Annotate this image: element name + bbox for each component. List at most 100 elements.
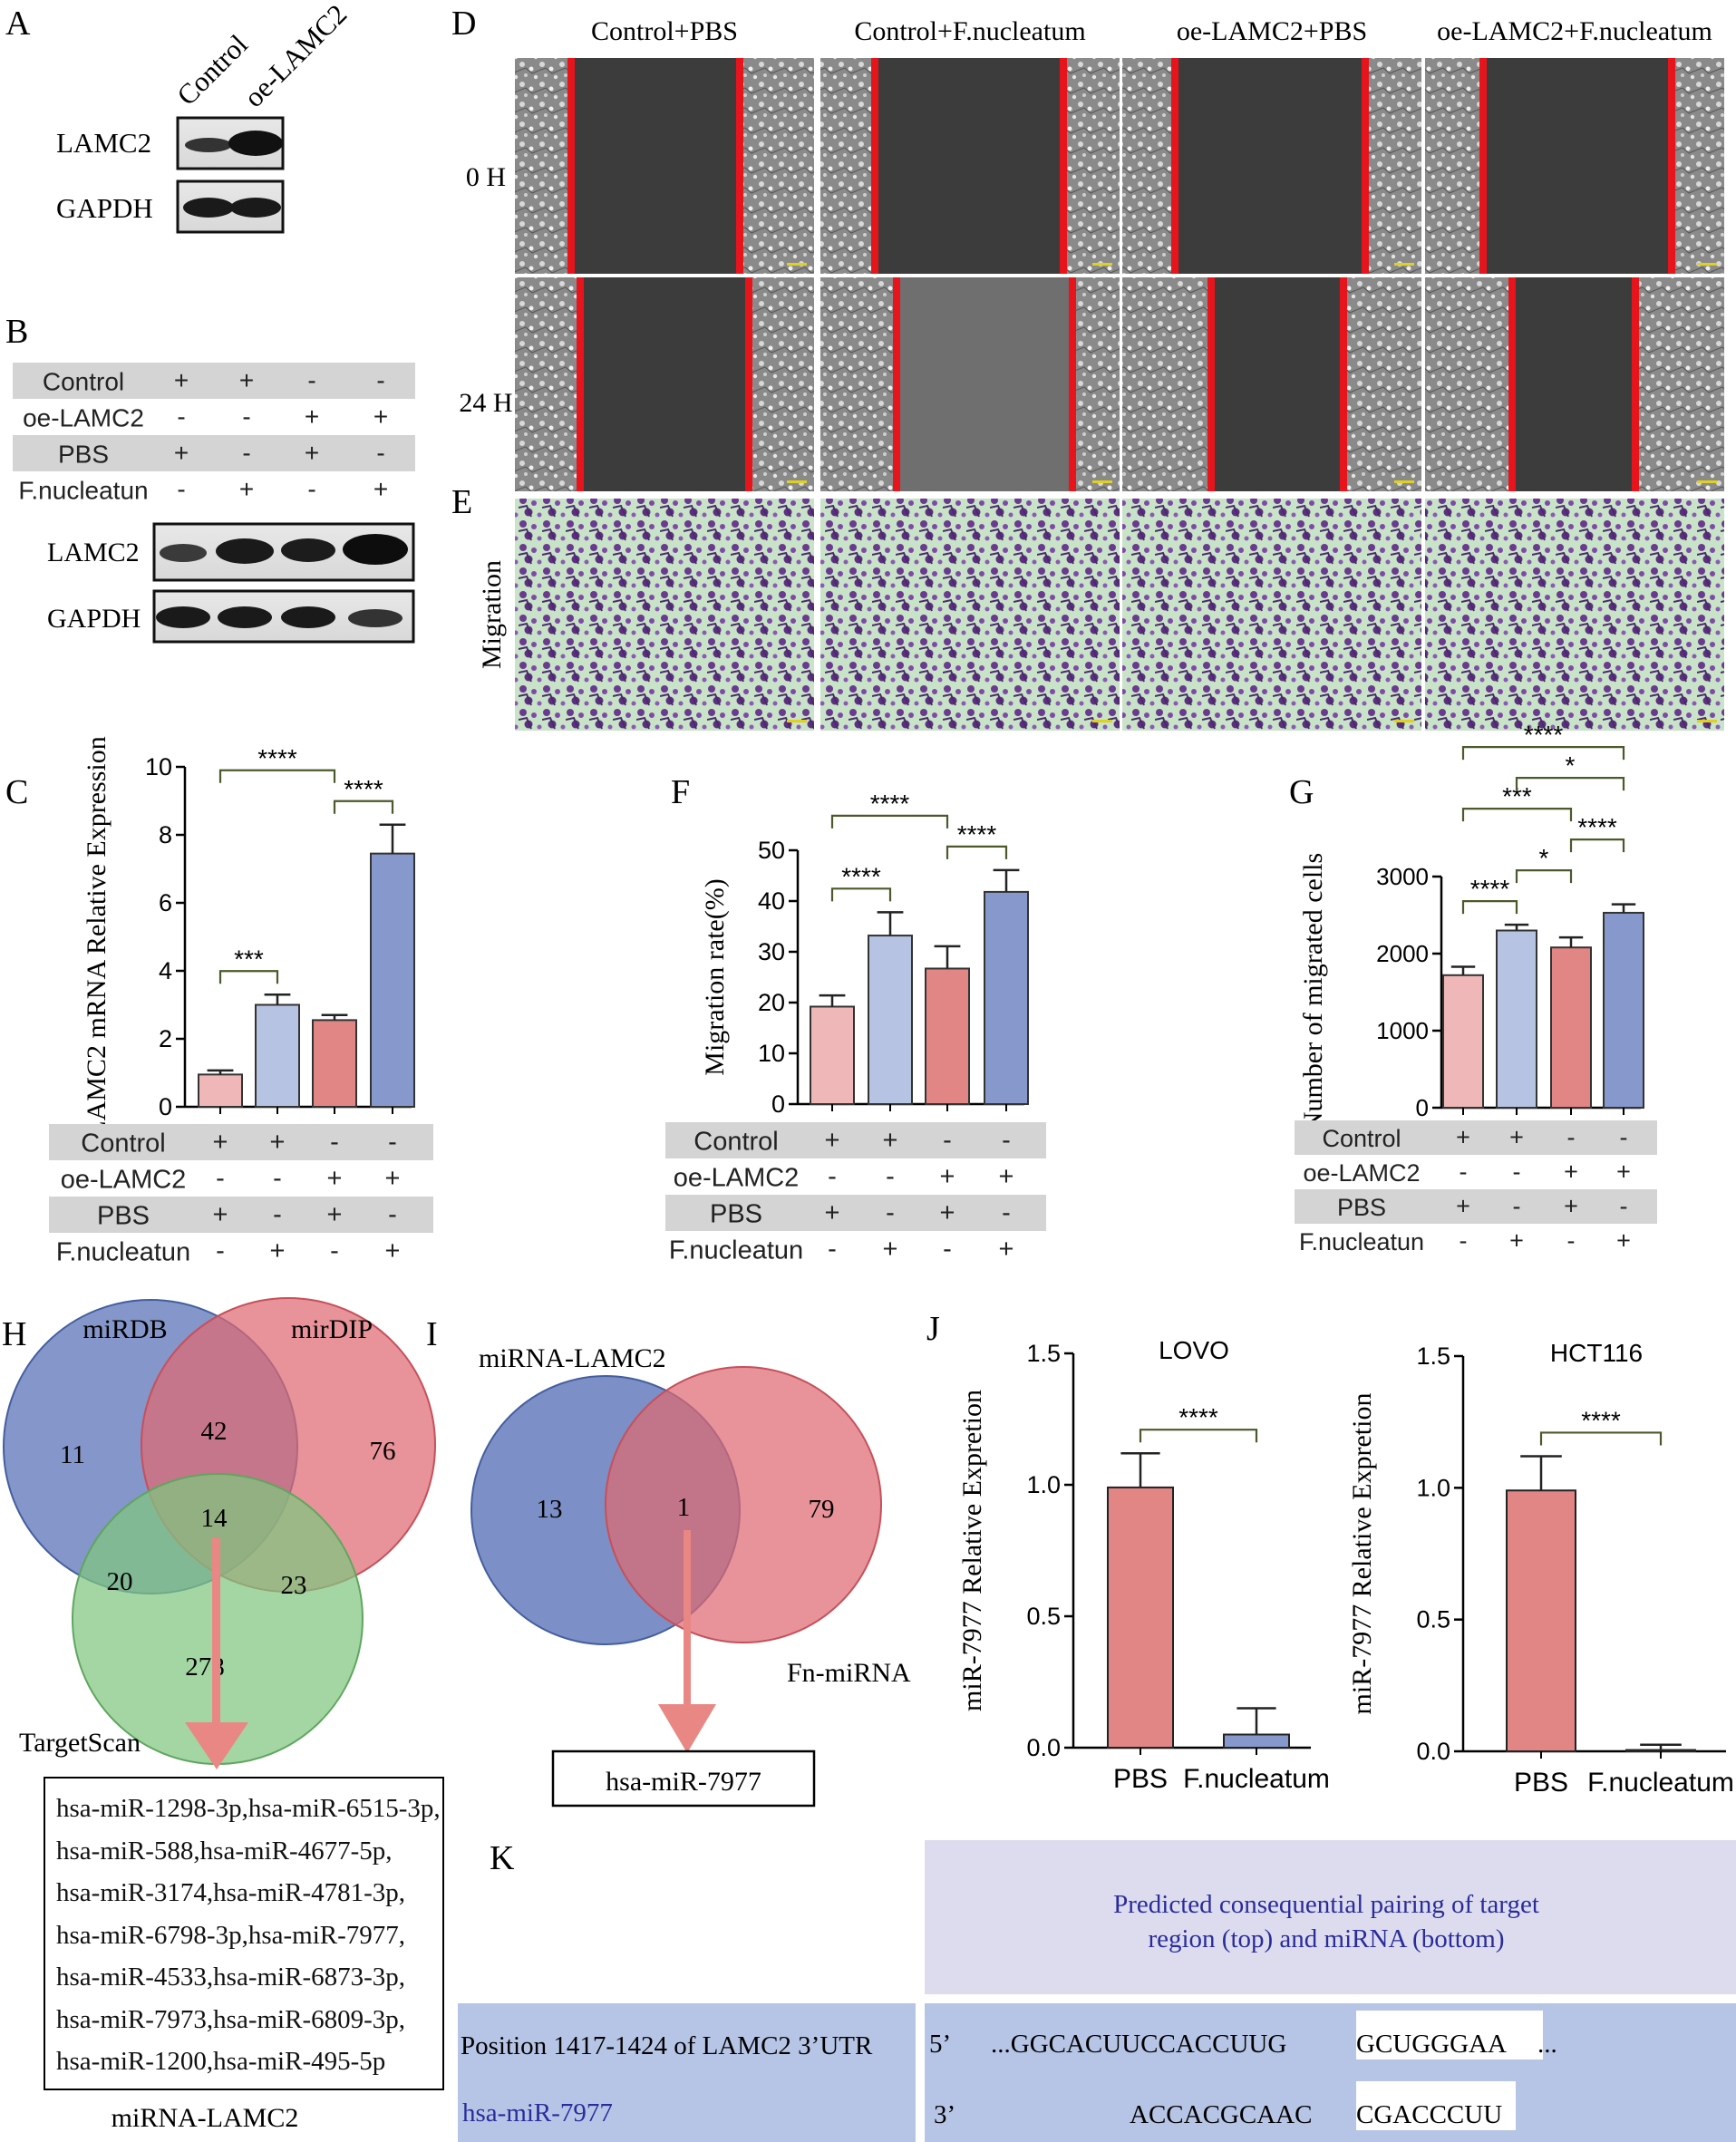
venn-h-label-targetscan: TargetScan (19, 1728, 141, 1758)
table-c-sign: + (385, 1236, 401, 1265)
panel-letter-d: D (451, 5, 476, 43)
k-row1-label: Position 1417-1424 of LAMC2 3’UTR (461, 2031, 873, 2060)
mirna-list-line: hsa-miR-3174,hsa-miR-4781-3p, (56, 1878, 406, 1907)
y-tick-label: 10 (145, 753, 172, 780)
significance-bracket (830, 814, 949, 829)
y-tick-label: 0 (771, 1090, 785, 1118)
panel-letter-f: F (671, 773, 690, 811)
significance-label: **** (957, 820, 997, 848)
k-row1-seq-c: ... (1537, 2030, 1557, 2059)
bar (370, 852, 415, 1108)
wound-edge-line (577, 277, 584, 491)
y-tick-label: 4 (159, 957, 172, 984)
table-c-sign: - (273, 1164, 282, 1193)
k-row1-seq-a: ...GGCACUUCCACCUUG (991, 2030, 1286, 2059)
table-b-sign: - (307, 366, 315, 394)
y-tick-label: 1.5 (1026, 1340, 1061, 1367)
result-box (551, 1749, 816, 1808)
mirna-list-line: hsa-miR-4533,hsa-miR-6873-3p, (56, 1963, 406, 1992)
arrow-i-shaft (684, 1530, 691, 1708)
band-a-lamc2-oe (228, 131, 283, 156)
table-b-sign: + (239, 366, 254, 394)
y-axis-label: miR-7977 Relative Expretion (957, 1390, 987, 1711)
venn-h-count-ac: 20 (107, 1567, 133, 1596)
category-label: F.nucleatum (1183, 1764, 1330, 1794)
bar (810, 1005, 855, 1105)
table-c-sign: + (327, 1200, 343, 1229)
blot-label-b-lamc2: LAMC2 (47, 538, 140, 567)
table-f-sign: - (886, 1162, 895, 1191)
significance-bracket (1569, 838, 1625, 853)
table-g-label-0: Control (1322, 1125, 1401, 1152)
panel-letter-j: J (926, 1310, 940, 1348)
y-tick-label: 0.5 (1416, 1606, 1450, 1633)
table-b-sign: + (174, 366, 189, 394)
table-c-shade (49, 1124, 433, 1160)
arrow-i-head (658, 1704, 716, 1753)
mirna-list-line: hsa-miR-588,hsa-miR-4677-5p, (56, 1836, 393, 1866)
k-row1-seq-b: GCUGGGAA (1356, 2030, 1507, 2059)
scale-bar (1092, 480, 1112, 483)
table-b-label-2: PBS (58, 440, 109, 468)
band-b-lamc2-1 (160, 544, 207, 562)
category-label: F.nucleatum (1587, 1768, 1734, 1798)
significance-bracket (946, 845, 1008, 859)
significance-bracket (1461, 746, 1625, 761)
table-c-sign: + (327, 1164, 343, 1193)
table-g-shade (1295, 1120, 1657, 1155)
y-tick-label: 3000 (1376, 863, 1429, 890)
band-a-gapdh-oe (230, 198, 281, 218)
band-b-gapdh-2 (218, 606, 272, 628)
wound-edge-line (736, 58, 743, 274)
significance-label: **** (257, 744, 297, 772)
panel-letter-i: I (426, 1315, 438, 1353)
significance-label: **** (870, 790, 910, 818)
scale-bar (787, 720, 807, 722)
significance-bracket (1539, 1431, 1663, 1446)
table-g-sign: + (1564, 1192, 1578, 1219)
table-g-sign: - (1567, 1226, 1576, 1254)
k-row2-label: hsa-miR-7977 (462, 2098, 613, 2127)
wound-edge-line (1207, 277, 1215, 491)
significance-bracket (1461, 808, 1573, 822)
table-f-label-3: F.nucleatun (669, 1236, 803, 1265)
wound-edge-line (1479, 58, 1487, 274)
band-b-gapdh-4 (348, 609, 402, 627)
scale-bar (787, 263, 807, 266)
band-b-gapdh-3 (281, 606, 335, 628)
significance-label: **** (1470, 875, 1510, 903)
k-row1-prime: 5’ (929, 2030, 951, 2059)
significance-label: **** (1577, 813, 1617, 841)
venn-i-count-a: 13 (537, 1495, 563, 1524)
table-b-shade (13, 435, 415, 471)
significance-label: *** (234, 945, 264, 973)
table-g-sign: - (1513, 1192, 1521, 1219)
band-b-lamc2-4 (343, 534, 408, 565)
table-f-sign: - (1002, 1126, 1011, 1155)
venn-i-label-b: Fn-miRNA (787, 1658, 911, 1688)
y-tick-label: 40 (758, 887, 785, 915)
wound-gap (1175, 58, 1365, 274)
y-tick-label: 0 (1416, 1094, 1429, 1121)
significance-bracket (218, 970, 279, 984)
table-f-shade (665, 1195, 1046, 1231)
significance-label: **** (841, 862, 881, 890)
table-g-sign: + (1509, 1226, 1524, 1254)
mirna-list-line: hsa-miR-1298-3p,hsa-miR-6515-3p, (56, 1794, 441, 1823)
table-b-label-1: oe-LAMC2 (23, 403, 144, 431)
microscopy-grid: Control+PBS Control+F.nucleatum oe-LAMC2+P… (459, 16, 1724, 731)
table-f-sign: - (828, 1235, 837, 1264)
y-tick-label: 0.5 (1026, 1603, 1061, 1630)
venn-h-count-b: 76 (370, 1437, 396, 1466)
significance-bracket (1461, 900, 1518, 915)
table-c-shade (49, 1197, 433, 1233)
bar (1506, 1489, 1576, 1752)
wound-edge-line (1060, 58, 1067, 274)
venn-h-count-abc: 14 (201, 1504, 228, 1533)
venn-h-count-a: 11 (60, 1440, 85, 1469)
significance-label: **** (1581, 1406, 1621, 1434)
row-label: 0 H (466, 162, 506, 192)
table-c-sign: - (216, 1164, 225, 1193)
chart-c: 0 2 4 6 8 10 LAMC2 mRNA Relative Expression ***… (49, 736, 433, 1266)
